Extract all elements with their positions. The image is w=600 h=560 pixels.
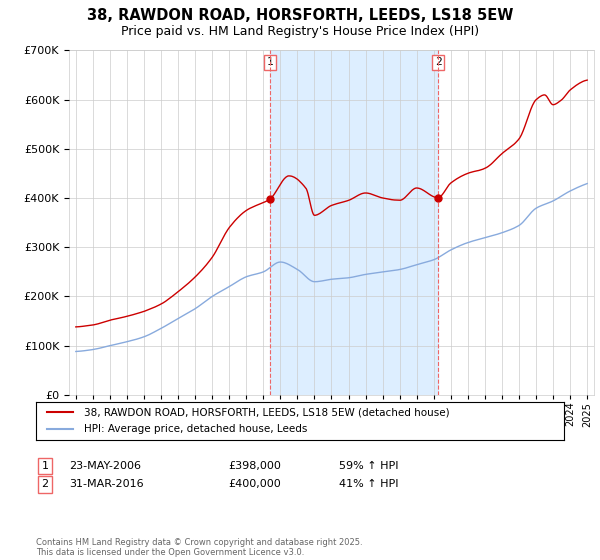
Text: 31-MAR-2016: 31-MAR-2016 — [69, 479, 143, 489]
Text: 38, RAWDON ROAD, HORSFORTH, LEEDS, LS18 5EW: 38, RAWDON ROAD, HORSFORTH, LEEDS, LS18 … — [87, 8, 513, 24]
Text: 59% ↑ HPI: 59% ↑ HPI — [339, 461, 398, 471]
Text: 2: 2 — [41, 479, 49, 489]
Text: 41% ↑ HPI: 41% ↑ HPI — [339, 479, 398, 489]
Text: 38, RAWDON ROAD, HORSFORTH, LEEDS, LS18 5EW (detached house): 38, RAWDON ROAD, HORSFORTH, LEEDS, LS18 … — [83, 407, 449, 417]
Text: 1: 1 — [41, 461, 49, 471]
Text: 1: 1 — [266, 58, 274, 67]
Text: HPI: Average price, detached house, Leeds: HPI: Average price, detached house, Leed… — [83, 424, 307, 434]
Text: 23-MAY-2006: 23-MAY-2006 — [69, 461, 141, 471]
Text: £398,000: £398,000 — [228, 461, 281, 471]
Text: Contains HM Land Registry data © Crown copyright and database right 2025.
This d: Contains HM Land Registry data © Crown c… — [36, 538, 362, 557]
Text: 2: 2 — [434, 58, 442, 67]
Text: £400,000: £400,000 — [228, 479, 281, 489]
Text: Price paid vs. HM Land Registry's House Price Index (HPI): Price paid vs. HM Land Registry's House … — [121, 25, 479, 38]
Bar — [270, 50, 438, 395]
